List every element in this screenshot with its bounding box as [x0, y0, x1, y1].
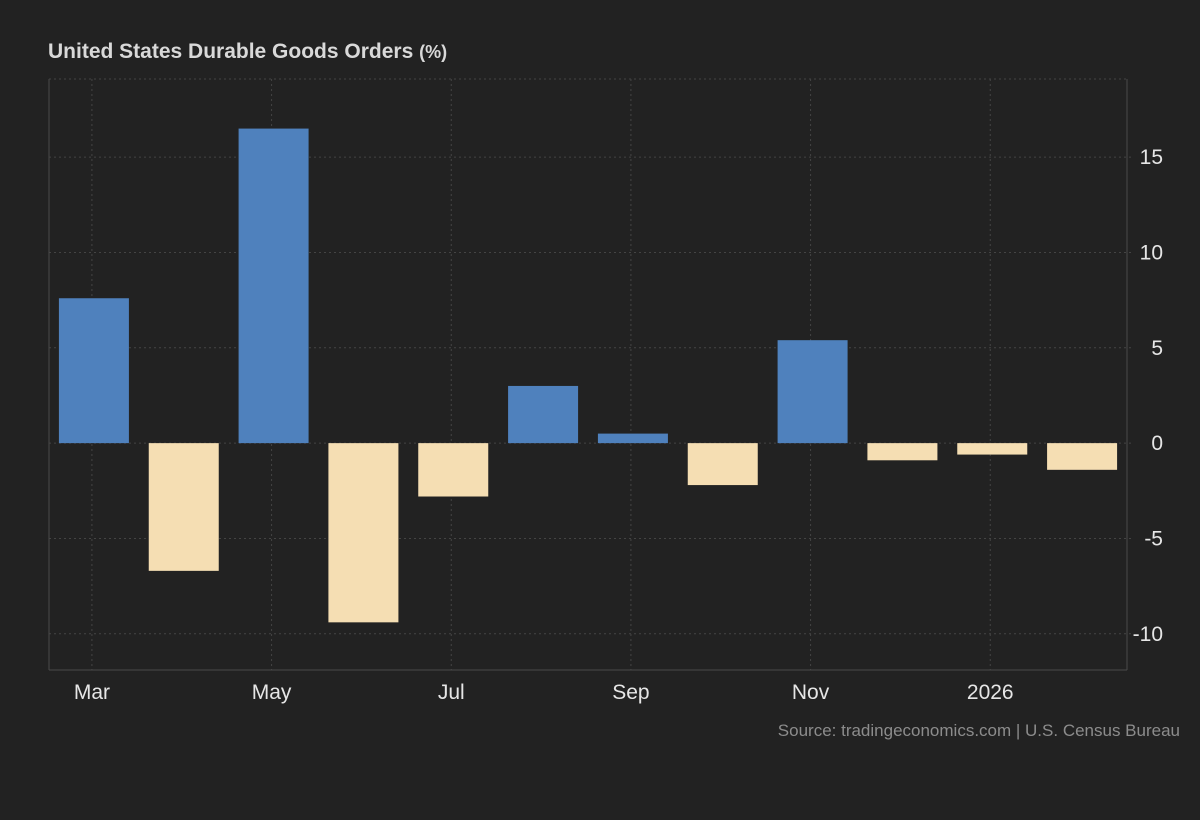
x-tick-label: 2026 [967, 681, 1014, 704]
bar-jul-2025 [418, 443, 489, 497]
chart-title-text: United States Durable Goods Orders [48, 40, 414, 63]
chart-title: United States Durable Goods Orders (%) [48, 40, 447, 64]
bar-mar-2025 [58, 298, 129, 444]
x-tick-label: May [252, 681, 292, 704]
y-tick-label: -10 [1133, 623, 1163, 646]
x-tick-label: Sep [612, 681, 649, 704]
bar-dec-2025 [867, 443, 938, 461]
y-tick-label: -5 [1144, 527, 1163, 550]
bar-may-2025 [238, 128, 309, 444]
source-attribution: Source: tradingeconomics.com | U.S. Cens… [777, 721, 1180, 740]
bar-feb-2026 [1047, 443, 1118, 470]
x-tick-label: Jul [438, 681, 465, 704]
bar-sep-2025 [597, 433, 668, 444]
y-tick-label: 0 [1151, 432, 1163, 455]
bar-jan-2026 [957, 443, 1028, 455]
bar-jun-2025 [328, 443, 399, 623]
x-tick-label: Nov [792, 681, 830, 704]
x-tick-label: Mar [74, 681, 110, 704]
y-tick-label: 5 [1151, 337, 1163, 360]
bar-oct-2025 [687, 443, 758, 486]
bar-nov-2025 [777, 340, 848, 444]
bar-apr-2025 [148, 443, 219, 571]
chart-title-unit: (%) [419, 42, 448, 62]
y-tick-label: 10 [1140, 241, 1163, 264]
y-tick-label: 15 [1140, 146, 1163, 169]
bar-aug-2025 [508, 385, 579, 444]
